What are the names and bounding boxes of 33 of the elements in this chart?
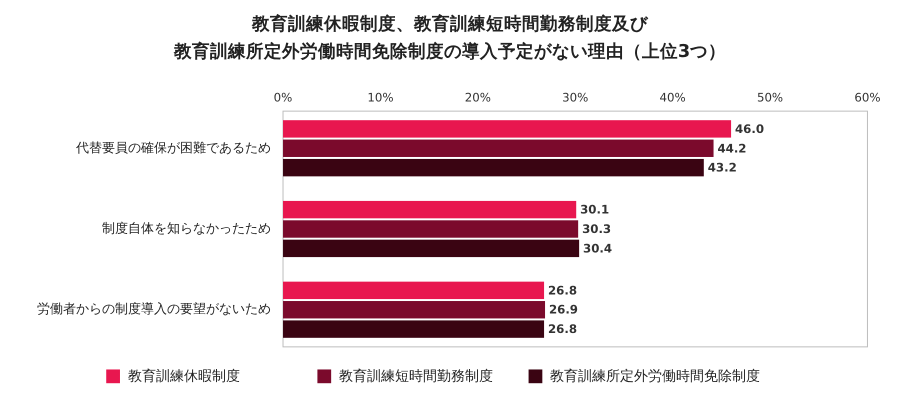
- y-tick-label: 労働者からの制度導入の要望がないため: [37, 301, 272, 318]
- data-label: 30.1: [580, 202, 610, 217]
- legend-label: 教育訓練短時間勤務制度: [339, 367, 494, 384]
- x-tick-label: 60%: [854, 90, 881, 104]
- chart-title: 教育訓練休暇制度、教育訓練短時間勤務制度及び: [251, 12, 649, 35]
- bar: [283, 200, 576, 218]
- x-tick-label: 0%: [274, 90, 292, 104]
- data-label: 43.2: [708, 160, 737, 175]
- data-label: 30.4: [583, 241, 612, 256]
- x-tick-label: 20%: [464, 90, 491, 104]
- data-label: 30.3: [582, 222, 612, 236]
- chart-subtitle: 教育訓練所定外労働時間免除制度の導入予定がない理由（上位3つ）: [172, 40, 726, 62]
- legend-label: 教育訓練休暇制度: [128, 367, 240, 384]
- bar: [283, 320, 544, 338]
- y-tick-label: 制度自体を知らなかったため: [102, 220, 272, 236]
- data-label: 46.0: [735, 122, 764, 136]
- bar: [283, 240, 580, 258]
- bar: [283, 120, 732, 138]
- legend-label: 教育訓練所定外労働時間免除制度: [550, 367, 760, 384]
- bar: [283, 282, 544, 300]
- bar: [283, 140, 714, 157]
- x-tick-label: 40%: [660, 90, 686, 104]
- data-label: 44.2: [717, 141, 747, 156]
- bar: [283, 220, 578, 238]
- x-tick-label: 10%: [367, 90, 394, 104]
- data-label: 26.8: [548, 283, 578, 298]
- data-label: 26.9: [548, 302, 578, 317]
- x-tick-label: 50%: [756, 90, 784, 104]
- y-tick-label: 代替要員の確保が困難であるため: [75, 140, 272, 156]
- data-label: 26.8: [548, 322, 578, 336]
- x-tick-label: 30%: [562, 90, 588, 104]
- bar: [283, 301, 546, 318]
- bar: [283, 158, 704, 176]
